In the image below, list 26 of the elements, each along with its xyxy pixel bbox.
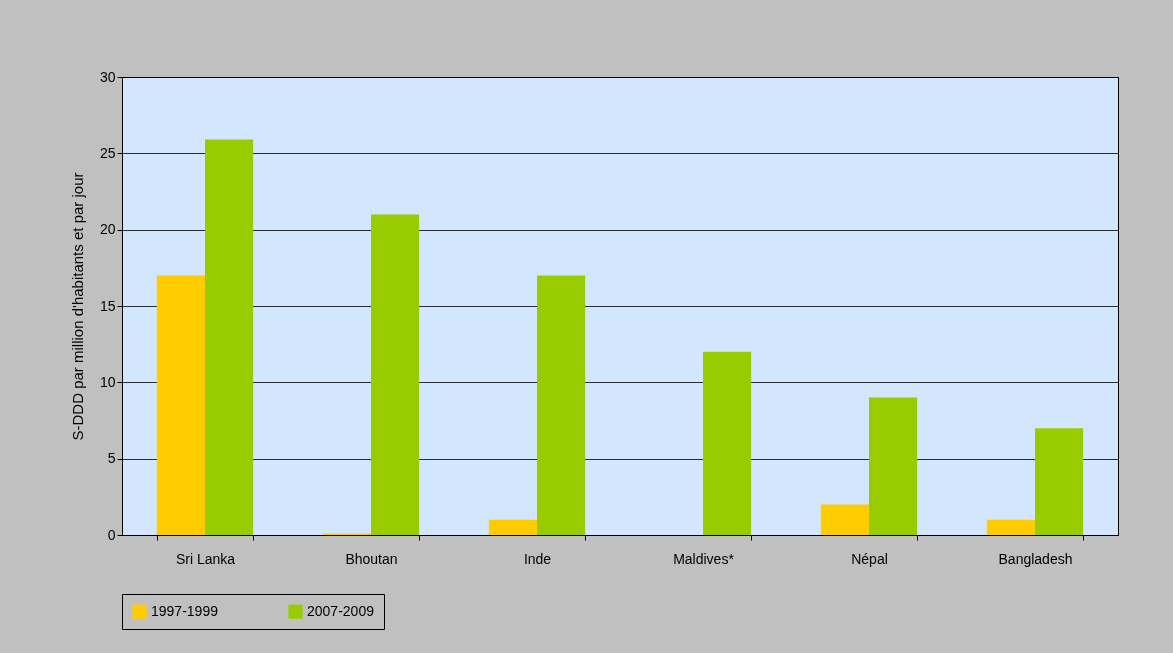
x-tick-label: Maldives* <box>673 550 735 567</box>
y-tick-label: 15 <box>99 297 116 314</box>
bar <box>1035 428 1084 535</box>
y-tick-label: 0 <box>107 526 116 543</box>
legend-label: 1997-1999 <box>151 602 219 619</box>
y-tick-label: 5 <box>107 450 116 467</box>
y-tick-label: 30 <box>99 68 116 85</box>
bar <box>205 139 254 535</box>
bar <box>869 397 918 535</box>
bar <box>488 519 537 535</box>
x-tick-label: Inde <box>523 550 552 567</box>
bar <box>156 275 205 535</box>
bar <box>986 519 1035 535</box>
x-tick-label: Bhoutan <box>345 550 398 567</box>
x-tick-label: Bangladesh <box>998 550 1073 567</box>
legend-label: 2007-2009 <box>307 602 375 619</box>
bar <box>537 275 586 535</box>
y-tick-label: 20 <box>99 221 116 238</box>
y-tick-label: 10 <box>99 373 116 390</box>
bar <box>371 214 420 535</box>
y-axis-title: S-DDD par million d'habitants et par jour <box>68 172 86 441</box>
bar <box>820 504 869 535</box>
y-tick-label: 25 <box>99 144 116 161</box>
bar <box>703 351 752 535</box>
x-tick-label: Népal <box>851 550 888 567</box>
x-tick-label: Sri Lanka <box>175 550 236 567</box>
